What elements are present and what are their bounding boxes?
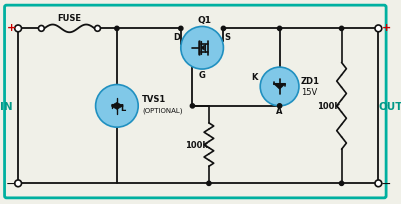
Polygon shape — [273, 85, 284, 90]
Circle shape — [277, 27, 281, 31]
Circle shape — [277, 104, 281, 109]
Text: Q1: Q1 — [196, 16, 211, 25]
Text: TVS1: TVS1 — [142, 94, 166, 103]
Circle shape — [374, 26, 381, 33]
Text: 100k: 100k — [184, 140, 207, 149]
Polygon shape — [200, 46, 204, 51]
Text: A: A — [275, 107, 282, 116]
Text: −: − — [6, 177, 16, 190]
Circle shape — [180, 27, 223, 70]
Circle shape — [15, 180, 22, 187]
Text: −: − — [380, 177, 391, 190]
Circle shape — [114, 27, 119, 31]
Text: ZD1: ZD1 — [300, 77, 319, 86]
Polygon shape — [111, 103, 122, 106]
Text: IN: IN — [0, 101, 13, 111]
Circle shape — [15, 26, 22, 33]
Text: OUT: OUT — [378, 101, 401, 111]
Text: D: D — [173, 32, 180, 41]
Text: S: S — [224, 32, 230, 41]
Text: G: G — [198, 71, 205, 80]
Circle shape — [38, 26, 44, 32]
Circle shape — [338, 181, 343, 186]
Circle shape — [94, 26, 100, 32]
Text: (OPTIONAL): (OPTIONAL) — [142, 107, 182, 113]
Text: 15V: 15V — [300, 87, 316, 96]
Circle shape — [338, 27, 343, 31]
Circle shape — [178, 27, 182, 31]
Text: L: L — [120, 104, 125, 113]
Text: FUSE: FUSE — [57, 14, 81, 23]
Text: +: + — [7, 23, 16, 33]
Circle shape — [190, 104, 194, 109]
Text: 100k: 100k — [317, 102, 340, 111]
Circle shape — [206, 181, 211, 186]
Text: K: K — [250, 73, 257, 82]
Circle shape — [374, 180, 381, 187]
Circle shape — [221, 27, 225, 31]
Circle shape — [259, 68, 298, 106]
Text: +: + — [381, 23, 390, 33]
Circle shape — [95, 85, 138, 128]
Polygon shape — [111, 107, 122, 110]
